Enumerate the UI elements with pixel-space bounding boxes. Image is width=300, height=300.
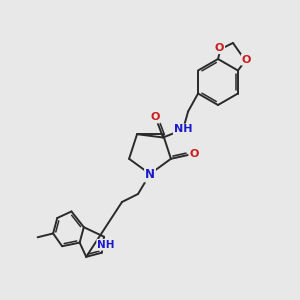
- Text: O: O: [189, 149, 199, 159]
- Text: O: O: [150, 112, 160, 122]
- Text: O: O: [242, 55, 251, 65]
- Text: NH: NH: [174, 124, 192, 134]
- Text: NH: NH: [97, 240, 115, 250]
- Text: O: O: [215, 43, 224, 53]
- Text: N: N: [145, 169, 155, 182]
